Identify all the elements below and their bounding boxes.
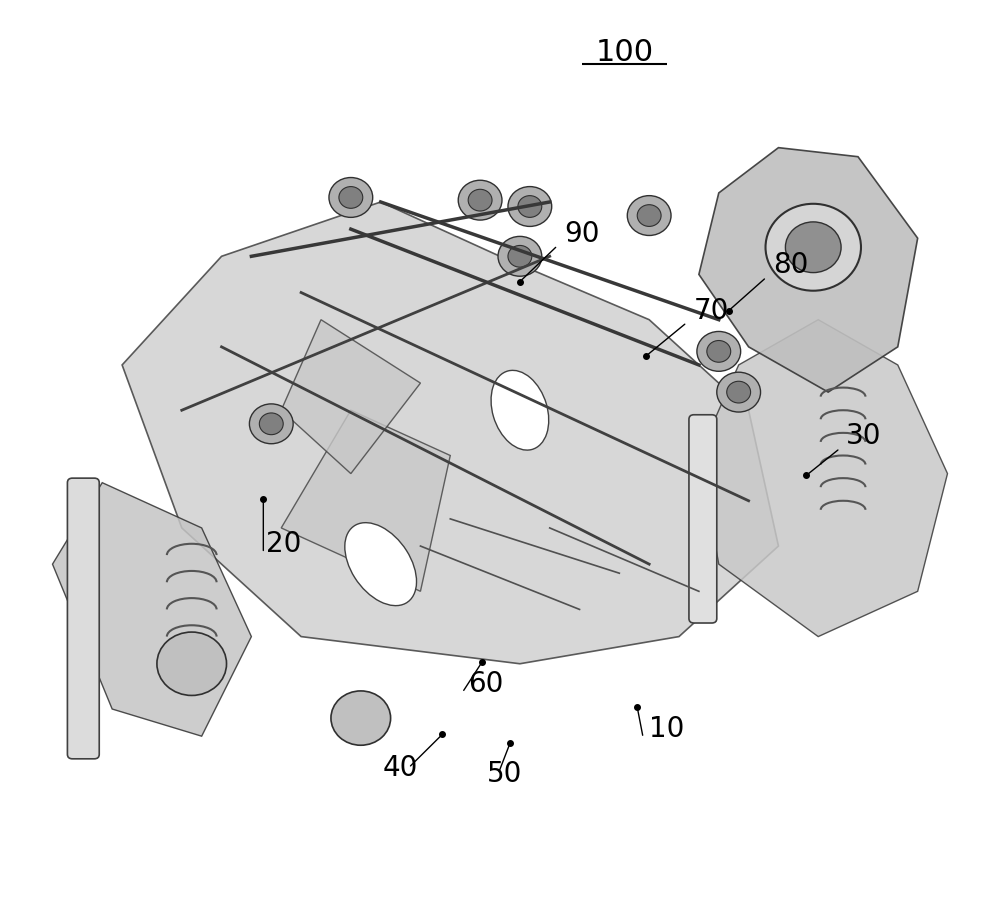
- Circle shape: [717, 373, 761, 412]
- Circle shape: [707, 341, 731, 363]
- Polygon shape: [53, 483, 251, 736]
- Circle shape: [249, 404, 293, 444]
- Circle shape: [331, 691, 391, 745]
- Circle shape: [468, 189, 492, 211]
- Circle shape: [259, 413, 283, 435]
- Text: 10: 10: [649, 715, 685, 743]
- Text: 50: 50: [487, 760, 523, 788]
- Circle shape: [458, 180, 502, 220]
- Text: 80: 80: [773, 251, 809, 280]
- FancyBboxPatch shape: [689, 415, 717, 623]
- Circle shape: [157, 632, 227, 695]
- Text: 90: 90: [565, 220, 600, 248]
- Circle shape: [766, 204, 861, 291]
- Text: 60: 60: [468, 670, 504, 698]
- Text: 20: 20: [266, 530, 302, 558]
- Circle shape: [518, 196, 542, 218]
- Polygon shape: [281, 320, 420, 474]
- Circle shape: [329, 178, 373, 218]
- FancyBboxPatch shape: [67, 478, 99, 759]
- Ellipse shape: [491, 371, 549, 450]
- Polygon shape: [699, 320, 948, 637]
- Text: 30: 30: [846, 422, 882, 450]
- Ellipse shape: [345, 523, 417, 606]
- Circle shape: [637, 205, 661, 227]
- Polygon shape: [281, 410, 450, 591]
- Circle shape: [508, 187, 552, 227]
- Circle shape: [498, 236, 542, 276]
- Circle shape: [785, 222, 841, 272]
- Circle shape: [508, 245, 532, 267]
- Text: 100: 100: [595, 38, 653, 67]
- Circle shape: [627, 196, 671, 235]
- Circle shape: [697, 332, 741, 372]
- Polygon shape: [122, 202, 778, 664]
- Circle shape: [727, 382, 751, 403]
- Text: 70: 70: [694, 297, 729, 324]
- Polygon shape: [699, 148, 918, 392]
- Text: 40: 40: [383, 754, 418, 782]
- Circle shape: [339, 187, 363, 209]
